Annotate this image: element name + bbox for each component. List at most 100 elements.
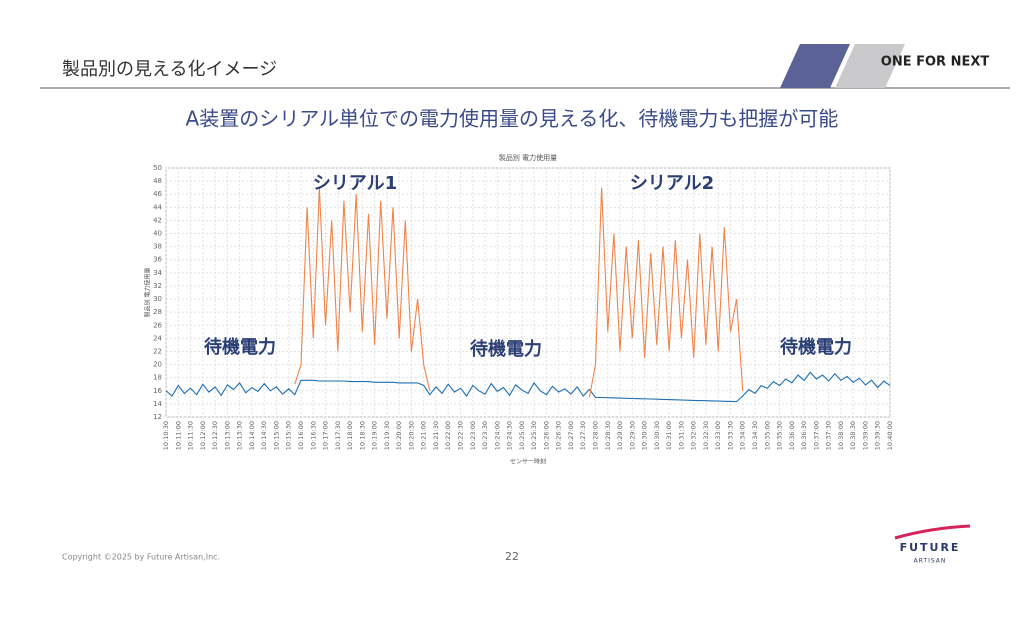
copyright: Copyright ©2025 by Future Artisan,Inc. [62,553,220,562]
x-tick-label: 10:21:30 [432,421,440,450]
x-tick-label: 10:30:00 [641,421,649,450]
x-tick-label: 10:21:00 [420,421,428,450]
x-tick-label: 10:31:00 [665,421,673,450]
annotation: 待機電力 [470,338,542,360]
x-tick-label: 10:22:30 [457,421,465,450]
y-tick-label: 18 [153,374,162,382]
page-number: 22 [505,550,519,563]
y-tick-label: 32 [153,282,162,290]
x-tick-label: 10:12:00 [199,421,207,450]
y-tick-label: 38 [153,243,162,251]
x-tick-label: 10:16:00 [297,421,305,450]
x-tick-label: 10:11:00 [174,421,182,450]
annotation: 待機電力 [780,336,852,358]
y-tick-label: 30 [153,295,162,303]
x-tick-label: 10:17:30 [334,421,342,450]
annotation: シリアル2 [630,173,714,194]
x-tick-label: 10:19:00 [371,421,379,450]
plot-area [165,167,891,418]
chart-title: 製品別 電力使用量 [499,153,557,162]
x-tick-label: 10:28:30 [604,421,612,450]
x-tick-label: 10:20:30 [407,421,415,450]
x-tick-label: 10:18:00 [346,421,354,450]
brand: ONE FOR NEXT [881,55,990,70]
x-tick-label: 10:23:30 [481,421,489,450]
x-tick-label: 10:12:30 [211,421,219,450]
headline: A装置のシリアル単位での電力使用量の見える化、待機電力も把握が可能 [186,107,839,131]
x-tick-label: 10:32:00 [690,421,698,450]
x-tick-label: 10:16:30 [309,421,317,450]
x-tick-label: 10:27:00 [567,421,575,450]
logo: FUTURE [900,541,961,554]
series-line [165,371,891,403]
x-tick-label: 10:35:00 [763,421,771,450]
x-tick-label: 10:38:30 [849,421,857,450]
x-tick-label: 10:24:00 [493,421,501,450]
y-tick-label: 50 [153,164,162,172]
x-tick-label: 10:33:00 [714,421,722,450]
y-tick-label: 12 [153,413,162,421]
x-axis-label: センサー時刻 [510,458,546,466]
y-tick-label: 42 [153,216,162,224]
y-tick-label: 16 [153,387,162,395]
y-tick-label: 24 [153,334,162,342]
annotation: シリアル1 [313,173,397,194]
y-tick-label: 36 [153,256,162,264]
x-tick-label: 10:22:00 [444,421,452,450]
x-tick-label: 10:31:30 [677,421,685,450]
x-tick-label: 10:24:30 [506,421,514,450]
x-tick-label: 10:38:00 [837,421,845,450]
x-tick-label: 10:37:30 [825,421,833,450]
logo: ARTISAN [914,558,947,565]
x-tick-label: 10:25:00 [518,421,526,450]
y-tick-label: 34 [153,269,162,277]
x-tick-label: 10:14:30 [260,421,268,450]
x-tick-label: 10:15:30 [285,421,293,450]
x-tick-label: 10:30:30 [653,421,661,450]
x-tick-label: 10:37:00 [812,421,820,450]
series-line [294,187,744,398]
x-tick-label: 10:35:30 [776,421,784,450]
x-tick-label: 10:40:00 [886,421,894,450]
x-tick-label: 10:26:30 [555,421,563,450]
x-tick-label: 10:34:30 [751,421,759,450]
y-tick-label: 14 [153,400,162,408]
y-tick-label: 40 [153,230,162,238]
x-tick-label: 10:20:00 [395,421,403,450]
x-tick-label: 10:29:00 [616,421,624,450]
chart: 12 14 16 18 20 22 24 26 28 30 32 34 36 38 40 42 44 46 48 50… [144,153,895,466]
slide-title: 製品別の見える化イメージ [62,59,277,80]
deco [835,44,905,88]
y-tick-label: 28 [153,308,162,316]
x-tick-label: 10:26:00 [542,421,550,450]
x-tick-label: 10:39:30 [874,421,882,450]
x-tick-label: 10:23:00 [469,421,477,450]
x-tick-label: 10:15:00 [272,421,280,450]
y-tick-label: 20 [153,361,162,369]
y-tick-label: 44 [153,203,162,211]
x-tick-label: 10:39:00 [861,421,869,450]
y-tick-label: 22 [153,347,162,355]
x-tick-label: 10:34:00 [739,421,747,450]
x-tick-label: 10:25:30 [530,421,538,450]
y-tick-label: 26 [153,321,162,329]
x-tick-label: 10:28:00 [591,421,599,450]
x-tick-label: 10:32:30 [702,421,710,450]
x-tick-label: 10:18:30 [358,421,366,450]
x-tick-label: 10:29:30 [628,421,636,450]
x-tick-label: 10:36:00 [788,421,796,450]
deco [780,44,850,88]
y-tick-label: 48 [153,177,162,185]
x-tick-label: 10:13:00 [223,421,231,450]
x-tick-label: 10:33:30 [726,421,734,450]
x-tick-label: 10:13:30 [236,421,244,450]
x-tick-label: 10:27:30 [579,421,587,450]
x-tick-label: 10:17:00 [322,421,330,450]
x-tick-label: 10:10:30 [162,421,170,450]
y-tick-label: 46 [153,190,162,198]
annotation: 待機電力 [204,336,276,358]
y-axis-label: 製品別 電力使用量 [144,268,152,318]
x-tick-label: 10:36:30 [800,421,808,450]
